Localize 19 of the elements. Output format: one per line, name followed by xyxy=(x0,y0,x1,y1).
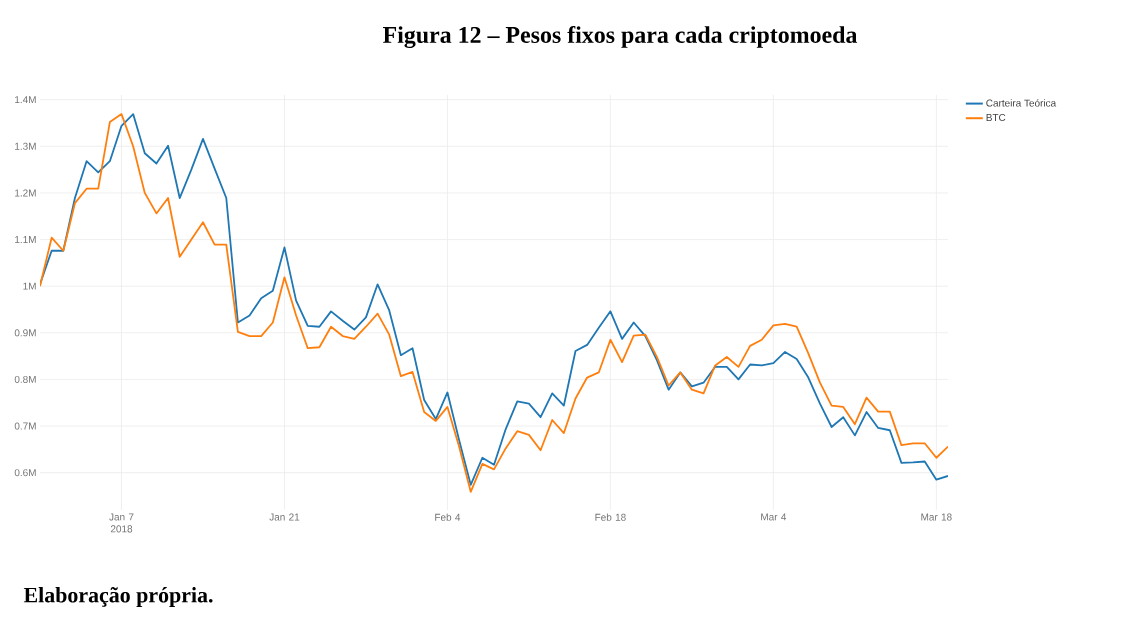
x-tick-label: Mar 18 xyxy=(921,513,952,521)
y-tick-label: 0.6M xyxy=(14,469,36,477)
legend-label: BTC xyxy=(986,113,1006,122)
y-tick-label: 0.9M xyxy=(14,329,36,337)
y-tick-label: 1M xyxy=(23,282,36,290)
y-tick-label: 1.3M xyxy=(15,142,36,150)
x-tick-label: Feb 18 xyxy=(595,513,626,521)
chart-title: Figura 12 – Pesos fixos para cada criptomoeda xyxy=(382,25,858,49)
y-tick-label: 0.8M xyxy=(14,375,36,383)
y-tick-label: 1.1M xyxy=(15,236,36,243)
x-tick-label: Mar 4 xyxy=(761,513,787,521)
x-tick-label: Jan 7 2018 xyxy=(109,513,134,533)
x-tick-label: Jan 21 xyxy=(269,513,300,521)
y-tick-label: 1.4M xyxy=(15,96,36,104)
y-tick-label: 1.2M xyxy=(15,189,36,197)
x-tick-label: Feb 4 xyxy=(435,513,461,521)
y-tick-label: 0.7M xyxy=(14,422,36,430)
legend-label: Carteira Teórica xyxy=(986,99,1057,107)
text: Elaboração própria. xyxy=(23,587,213,607)
